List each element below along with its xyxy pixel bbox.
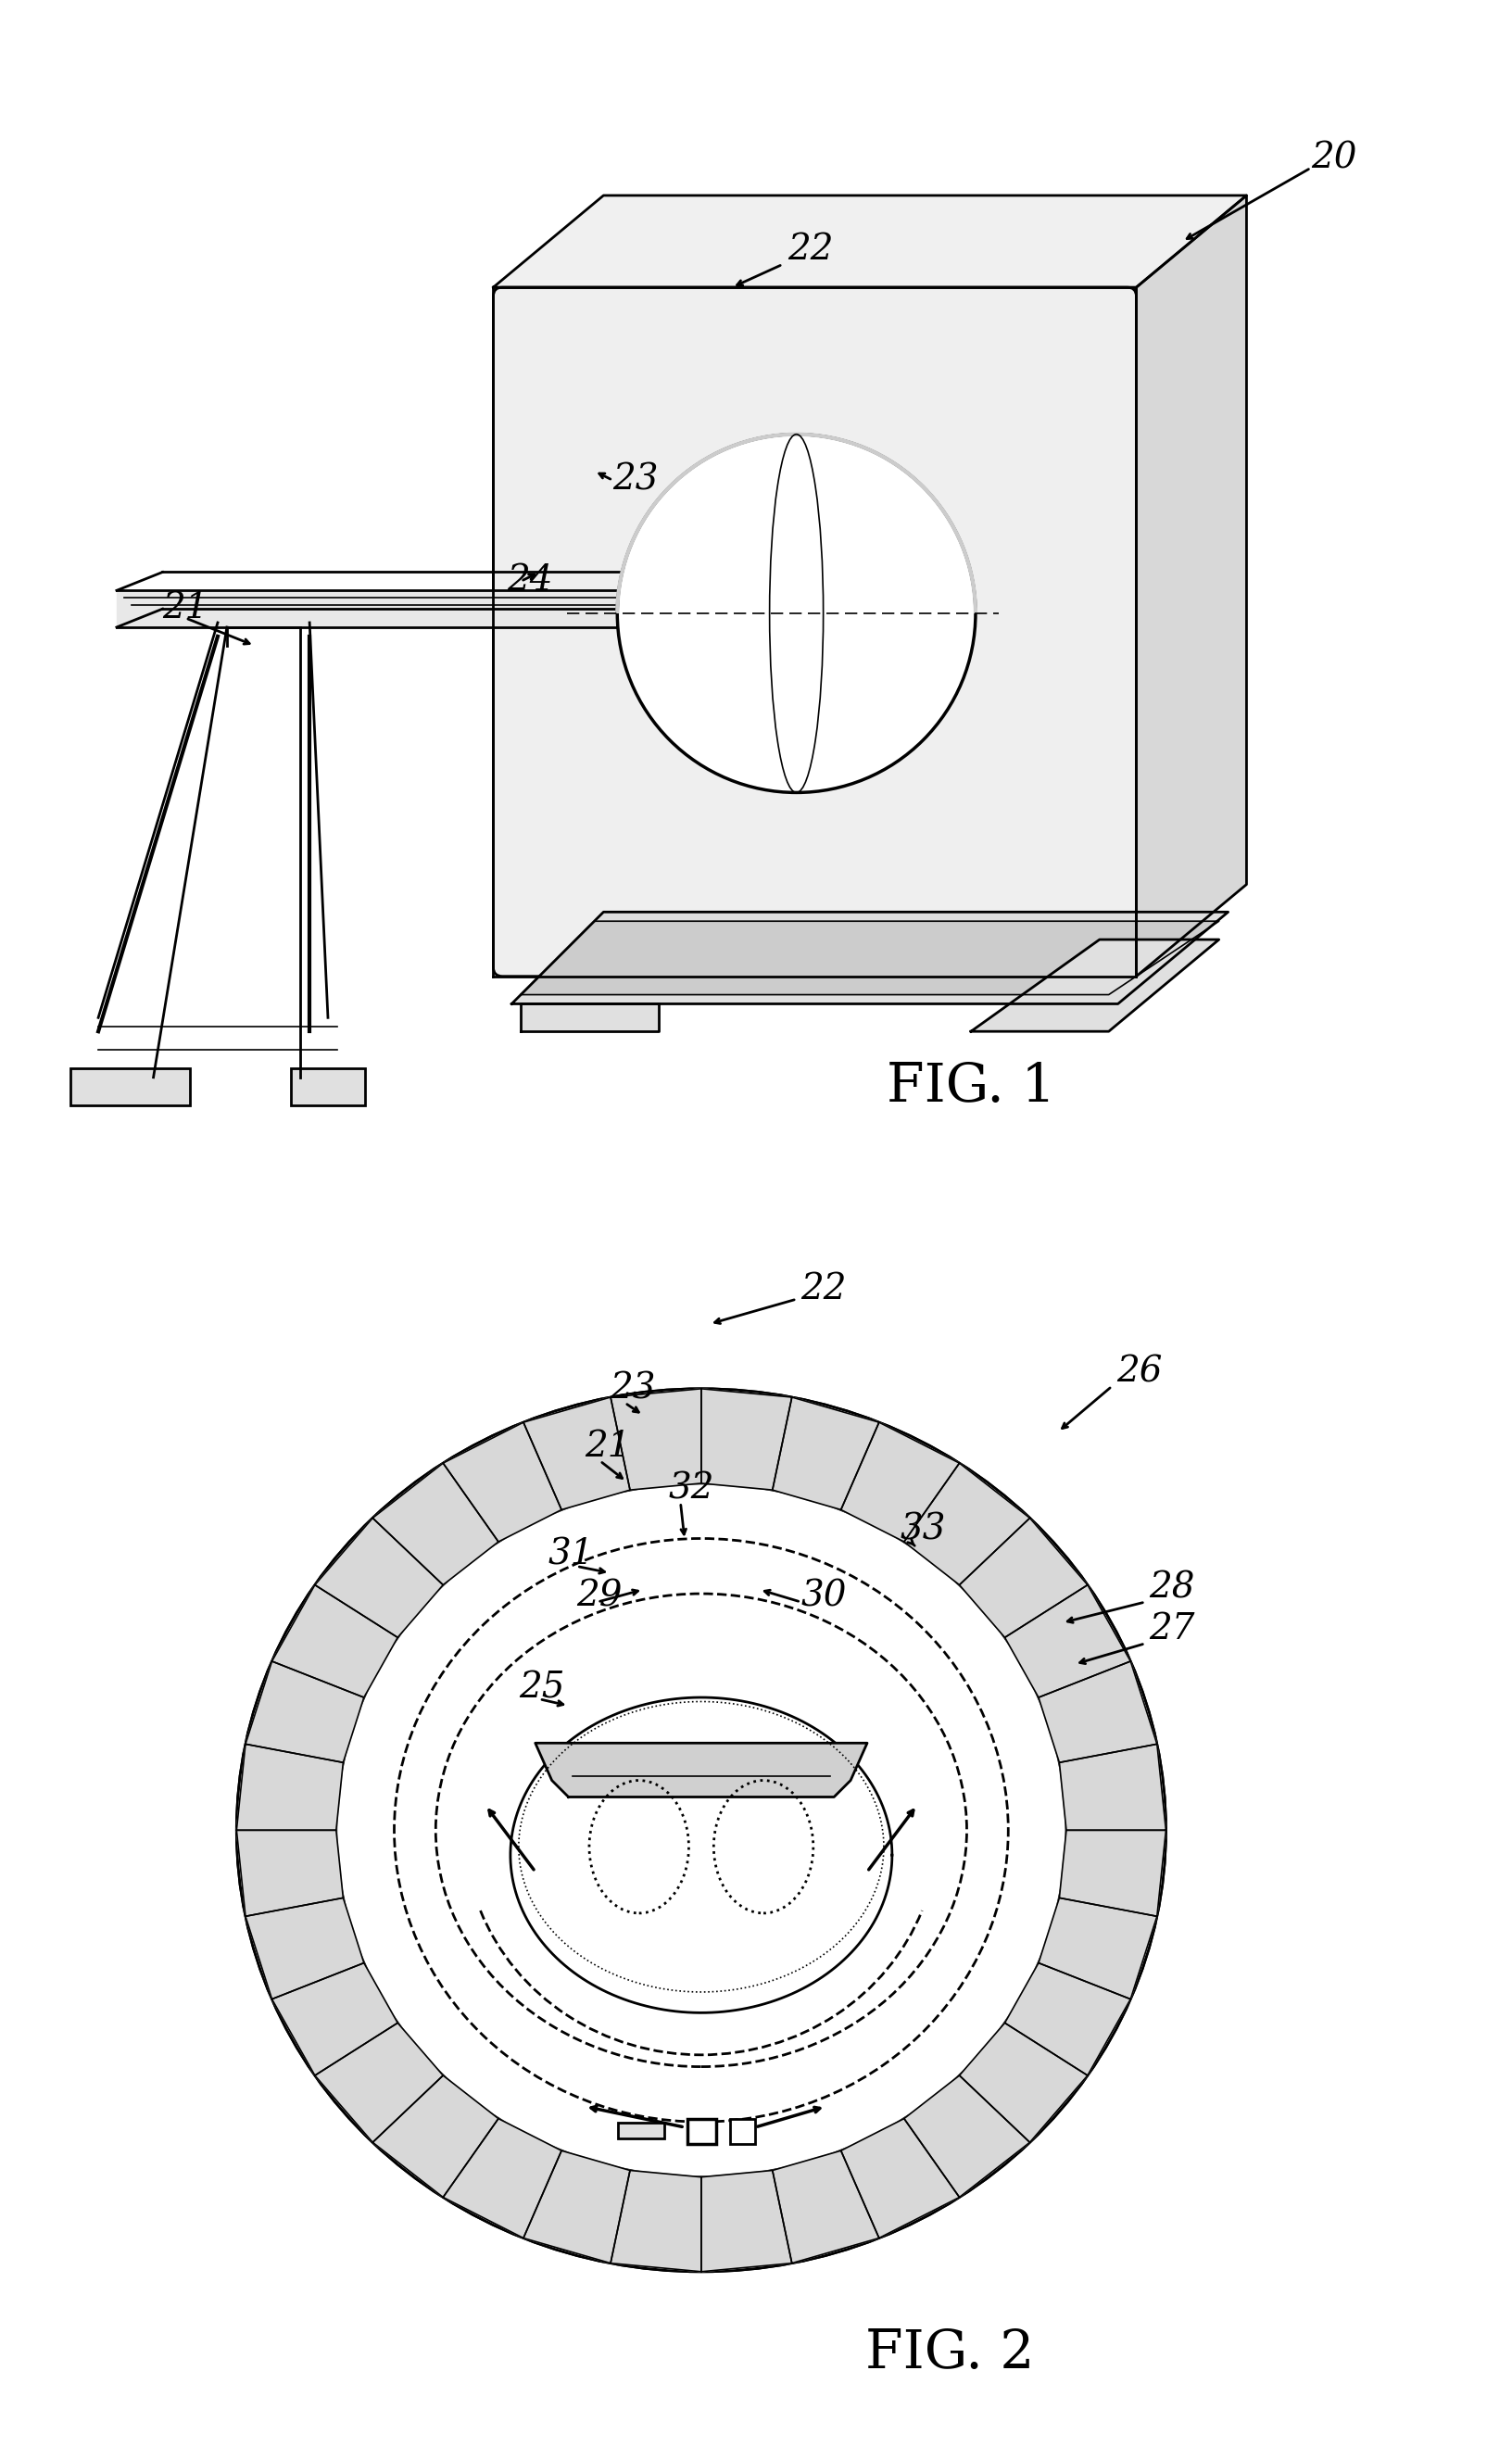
- Polygon shape: [236, 1743, 343, 1829]
- Polygon shape: [1060, 1743, 1166, 1829]
- Polygon shape: [245, 1898, 364, 1999]
- Text: 21: 21: [163, 590, 209, 625]
- Polygon shape: [272, 1962, 398, 2075]
- Bar: [730, 2120, 754, 2144]
- Polygon shape: [511, 1697, 892, 2014]
- Polygon shape: [520, 1003, 659, 1030]
- Polygon shape: [520, 922, 1219, 996]
- Text: 31: 31: [547, 1537, 594, 1571]
- Polygon shape: [702, 1389, 792, 1490]
- Polygon shape: [960, 2024, 1087, 2142]
- Polygon shape: [493, 194, 1246, 288]
- Polygon shape: [1060, 1829, 1166, 1916]
- Text: 29: 29: [576, 1579, 623, 1613]
- Polygon shape: [272, 1586, 398, 1697]
- Polygon shape: [523, 1397, 631, 1510]
- Polygon shape: [236, 1829, 343, 1916]
- Bar: [618, 2122, 664, 2137]
- Text: 20: 20: [1311, 140, 1356, 175]
- Polygon shape: [443, 2120, 561, 2238]
- Polygon shape: [1005, 1586, 1131, 1697]
- Polygon shape: [1005, 1962, 1131, 2075]
- Polygon shape: [841, 2120, 960, 2238]
- Polygon shape: [372, 1463, 499, 1586]
- Polygon shape: [841, 1421, 960, 1542]
- Polygon shape: [1039, 1898, 1157, 1999]
- Polygon shape: [245, 1662, 364, 1763]
- Polygon shape: [773, 1397, 878, 1510]
- Text: 22: 22: [788, 234, 833, 268]
- Text: FIG. 2: FIG. 2: [866, 2326, 1034, 2378]
- Polygon shape: [904, 1463, 1030, 1586]
- Text: 33: 33: [900, 1512, 947, 1547]
- Polygon shape: [1137, 194, 1246, 976]
- Text: 25: 25: [519, 1670, 564, 1704]
- Text: 32: 32: [668, 1470, 714, 1505]
- Text: 23: 23: [609, 1372, 656, 1407]
- Polygon shape: [904, 2075, 1030, 2198]
- Polygon shape: [493, 288, 1137, 976]
- Text: FIG. 1: FIG. 1: [886, 1060, 1055, 1111]
- Polygon shape: [611, 1389, 702, 1490]
- FancyBboxPatch shape: [493, 288, 1137, 976]
- Text: 26: 26: [1116, 1355, 1163, 1389]
- Text: 28: 28: [1149, 1571, 1194, 1606]
- Polygon shape: [511, 912, 1228, 1003]
- Text: 27: 27: [1149, 1613, 1194, 1648]
- Polygon shape: [116, 590, 824, 627]
- Polygon shape: [702, 2171, 792, 2272]
- Polygon shape: [314, 2024, 443, 2142]
- Polygon shape: [960, 1517, 1087, 1638]
- Polygon shape: [611, 2171, 702, 2272]
- Circle shape: [617, 435, 975, 792]
- Text: 23: 23: [612, 462, 659, 497]
- Text: 21: 21: [585, 1429, 631, 1463]
- Polygon shape: [773, 2152, 878, 2262]
- Ellipse shape: [236, 1389, 1166, 2272]
- Polygon shape: [314, 1517, 443, 1638]
- Text: 22: 22: [801, 1271, 847, 1306]
- Polygon shape: [971, 939, 1219, 1030]
- Bar: [71, 1067, 191, 1104]
- Polygon shape: [1039, 1662, 1157, 1763]
- Polygon shape: [523, 2152, 631, 2262]
- Bar: [292, 1067, 364, 1104]
- Polygon shape: [372, 2075, 499, 2198]
- Text: 30: 30: [801, 1579, 847, 1613]
- Polygon shape: [535, 1743, 868, 1798]
- Bar: [686, 2120, 717, 2144]
- Ellipse shape: [336, 1483, 1066, 2176]
- Polygon shape: [443, 1421, 561, 1542]
- Text: 24: 24: [507, 563, 553, 598]
